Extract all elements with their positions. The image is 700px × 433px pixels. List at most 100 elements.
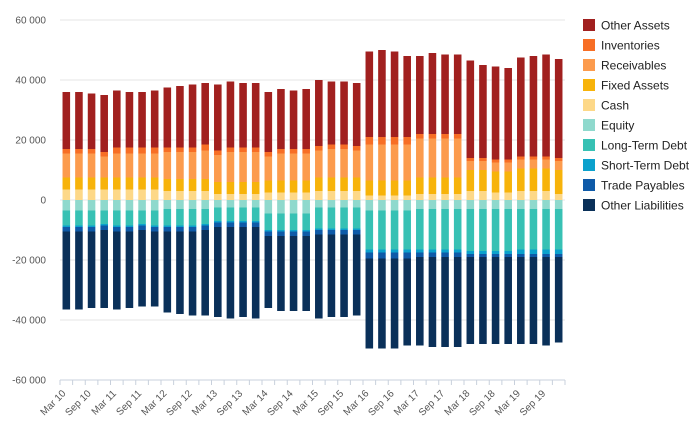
bar-segment: [302, 213, 310, 230]
bar-segment: [365, 252, 374, 259]
bar-segment: [113, 227, 121, 232]
bar-segment: [453, 138, 462, 178]
bar-segment: [352, 228, 361, 230]
bar-segment: [239, 152, 247, 182]
bar-segment: [62, 149, 71, 154]
bar-segment: [453, 194, 462, 200]
bar-segment: [201, 144, 209, 151]
bar-segment: [504, 68, 512, 160]
bar-segment: [226, 221, 235, 223]
bar-segment: [176, 191, 184, 200]
bar-segment: [340, 230, 348, 235]
bar-segment: [403, 195, 411, 200]
bar-segment: [441, 257, 449, 347]
bar-segment: [188, 191, 197, 200]
bar-segment: [138, 92, 146, 148]
bar-segment: [428, 249, 437, 253]
y-tick-label: -60 000: [12, 376, 46, 387]
bar-segment: [504, 171, 512, 193]
bar-segment: [214, 221, 222, 223]
bar-segment: [315, 177, 323, 191]
legend-label: Short-Term Debt: [601, 159, 690, 173]
bar-segment: [365, 137, 374, 145]
bar-segment: [125, 210, 134, 226]
bar-segment: [441, 200, 449, 209]
bar-segment: [302, 180, 310, 193]
bar-segment: [416, 177, 424, 194]
bar-segment: [340, 177, 348, 191]
bar-segment: [428, 200, 437, 209]
bar-segment: [125, 92, 134, 148]
bar-segment: [466, 251, 475, 254]
legend-label: Inventories: [601, 39, 660, 53]
bar-segment: [75, 92, 83, 149]
bar-segment: [302, 231, 310, 236]
bar-segment: [466, 161, 475, 170]
bar-segment: [87, 149, 96, 154]
bar-segment: [542, 191, 550, 200]
bar-segment: [390, 249, 399, 253]
bar-segment: [138, 210, 146, 224]
bar-segment: [529, 168, 538, 191]
bar-segment: [428, 134, 437, 139]
bar-segment: [466, 257, 475, 344]
bar-segment: [125, 189, 134, 200]
x-tick-label: Sep 17: [417, 388, 447, 418]
bar-segment: [416, 200, 424, 209]
bar-segment: [428, 194, 437, 200]
bar-segment: [226, 147, 235, 152]
bar-segment: [491, 257, 500, 344]
bar-segment: [201, 179, 209, 191]
legend-swatch: [583, 79, 595, 91]
bar-segment: [517, 249, 525, 254]
bar-segment: [176, 231, 184, 314]
bar-segment: [416, 194, 424, 200]
bar-segment: [554, 249, 563, 254]
bar-segment: [504, 159, 512, 163]
bar-segment: [302, 236, 310, 311]
bar-segment: [327, 81, 336, 145]
bar-segment: [138, 147, 146, 154]
bar-segment: [352, 83, 361, 146]
legend-label: Trade Payables: [601, 179, 685, 193]
bar-segment: [352, 234, 361, 316]
bar-segment: [62, 231, 71, 310]
bar-segment: [138, 200, 146, 211]
bar-segment: [201, 230, 209, 316]
bar-segment: [138, 224, 146, 226]
bar-segment: [517, 200, 525, 209]
bar-segment: [403, 252, 411, 259]
bar-segment: [340, 207, 348, 229]
bar-segment: [453, 134, 462, 139]
bar-segment: [150, 153, 159, 178]
bar-segment: [277, 153, 285, 181]
bar-segment: [113, 153, 121, 178]
bar-segment: [479, 65, 487, 158]
bar-segment: [390, 210, 399, 250]
bar-segment: [529, 257, 538, 344]
bar-segment: [302, 149, 310, 154]
bar-segment: [327, 191, 336, 200]
legend-swatch: [583, 99, 595, 111]
bar-segment: [315, 80, 323, 146]
bar-segment: [428, 252, 437, 257]
bar-segment: [340, 191, 348, 200]
bar-segment: [504, 251, 512, 254]
bar-segment: [378, 252, 386, 259]
bar-segment: [163, 191, 172, 200]
bar-segment: [453, 249, 462, 253]
bar-segment: [315, 234, 323, 319]
bar-segment: [214, 194, 222, 200]
bar-segment: [479, 209, 487, 251]
legend-swatch: [583, 199, 595, 211]
bar-segment: [390, 252, 399, 259]
bar-segment: [75, 177, 83, 190]
bar-segment: [542, 200, 550, 209]
bar-segment: [100, 200, 108, 211]
bar-segment: [340, 149, 348, 178]
bar-segment: [277, 236, 285, 311]
bar-segment: [150, 227, 159, 232]
bar-segment: [75, 153, 83, 178]
bar-segment: [251, 194, 260, 200]
bar-segment: [365, 258, 374, 349]
